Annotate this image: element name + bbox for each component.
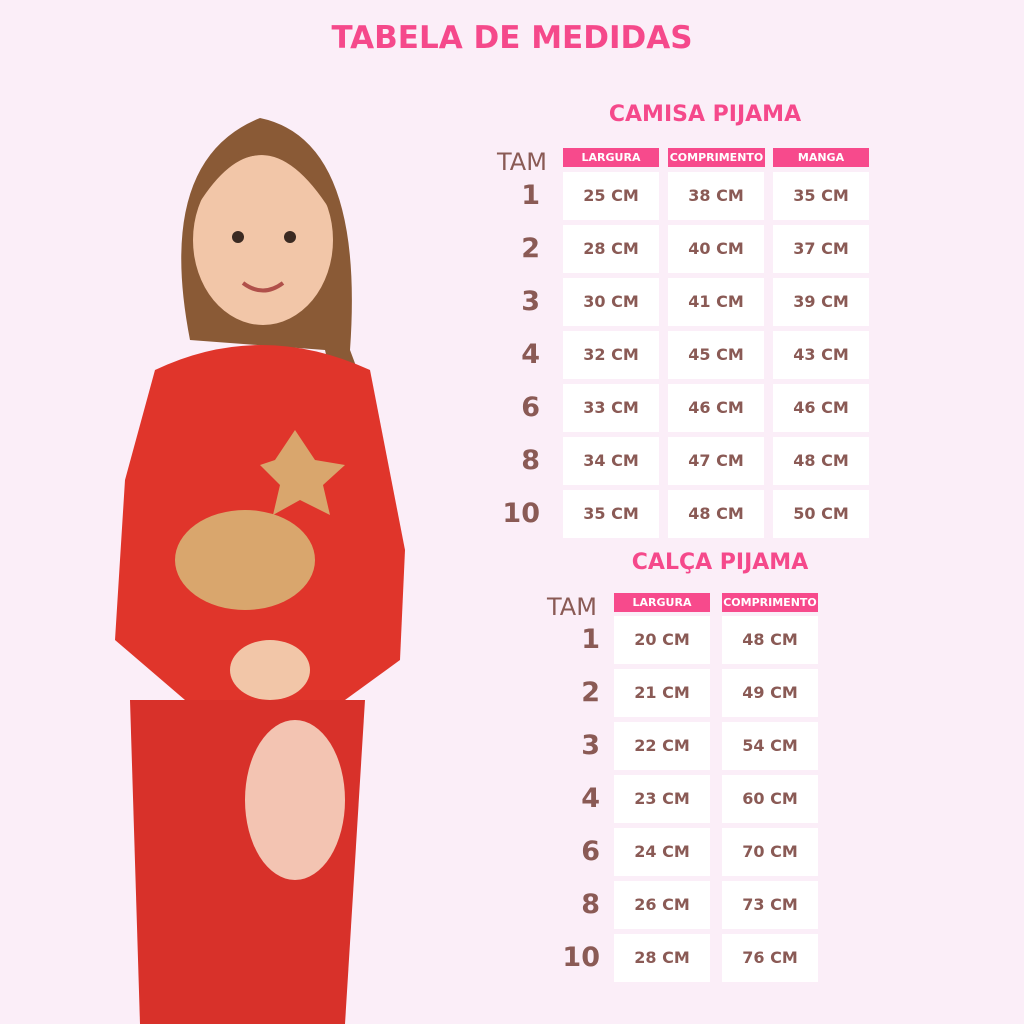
shirt-table-cell: 25 CM (563, 172, 659, 220)
pants-table-cell: 20 CM (614, 616, 710, 664)
shirt-table-cell: 43 CM (773, 331, 869, 379)
pants-table-cell: 24 CM (614, 828, 710, 876)
pants-table-cell: 23 CM (614, 775, 710, 823)
pants-table-cell: 28 CM (614, 934, 710, 982)
shirt-table-cell: 45 CM (668, 331, 764, 379)
shirt-table-cell: 46 CM (773, 384, 869, 432)
pants-table-cell: 73 CM (722, 881, 818, 929)
shirt-table-cell: 38 CM (668, 172, 764, 220)
shirt-table-cell: 30 CM (563, 278, 659, 326)
pants-size-number: 1 (581, 624, 600, 655)
shirt-table-cell: 34 CM (563, 437, 659, 485)
shirt-table-cell: 37 CM (773, 225, 869, 273)
pants-size-number: 8 (581, 889, 600, 920)
pants-header-comprimento: COMPRIMENTO (722, 593, 818, 612)
pants-table-cell: 26 CM (614, 881, 710, 929)
pants-table-cell: 22 CM (614, 722, 710, 770)
pants-size-number: 10 (562, 942, 600, 973)
pants-table-cell: 60 CM (722, 775, 818, 823)
shirt-header-comprimento: COMPRIMENTO (668, 148, 765, 167)
pants-table-cell: 54 CM (722, 722, 818, 770)
shirt-table-cell: 40 CM (668, 225, 764, 273)
shirt-size-number: 6 (521, 392, 540, 423)
shirt-size-label: TAM (497, 148, 547, 176)
shirt-header-manga: MANGA (773, 148, 869, 167)
shirt-table-cell: 50 CM (773, 490, 869, 538)
shirt-table-cell: 32 CM (563, 331, 659, 379)
pants-size-number: 3 (581, 730, 600, 761)
shirt-table-cell: 33 CM (563, 384, 659, 432)
shirt-table-cell: 35 CM (773, 172, 869, 220)
pants-size-number: 4 (581, 783, 600, 814)
shirt-table-cell: 48 CM (668, 490, 764, 538)
shirt-table-cell: 48 CM (773, 437, 869, 485)
shirt-table-cell: 46 CM (668, 384, 764, 432)
shirt-table-cell: 39 CM (773, 278, 869, 326)
shirt-size-number: 4 (521, 339, 540, 370)
shirt-table-cell: 35 CM (563, 490, 659, 538)
shirt-table-cell: 47 CM (668, 437, 764, 485)
pants-table-cell: 76 CM (722, 934, 818, 982)
pants-table-cell: 48 CM (722, 616, 818, 664)
shirt-size-number: 2 (521, 233, 540, 264)
shirt-size-number: 8 (521, 445, 540, 476)
pants-table-title: CALÇA PIJAMA (631, 550, 809, 575)
pants-size-number: 2 (581, 677, 600, 708)
pants-size-number: 6 (581, 836, 600, 867)
pants-table-cell: 21 CM (614, 669, 710, 717)
pants-size-label: TAM (547, 593, 597, 621)
shirt-size-number: 10 (502, 498, 540, 529)
shirt-header-largura: LARGURA (563, 148, 659, 167)
pants-table-cell: 49 CM (722, 669, 818, 717)
shirt-size-number: 3 (521, 286, 540, 317)
shirt-table-title: CAMISA PIJAMA (608, 102, 802, 127)
shirt-table-cell: 28 CM (563, 225, 659, 273)
pants-table-cell: 70 CM (722, 828, 818, 876)
page-title: TABELA DE MEDIDAS (331, 20, 693, 56)
child-model-photo (115, 118, 405, 1024)
shirt-size-number: 1 (521, 180, 540, 211)
shirt-table-cell: 41 CM (668, 278, 764, 326)
pants-header-largura: LARGURA (614, 593, 710, 612)
